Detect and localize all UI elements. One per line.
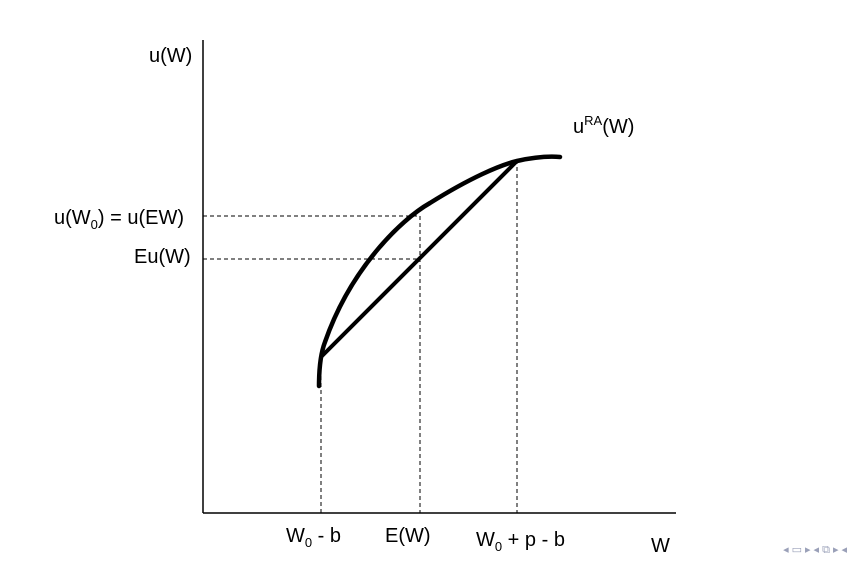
arrow-left-icon[interactable]: ◂ [841, 543, 847, 556]
slide-navigation: ◂ ▭ ▸ ◂ ⧉ ▸ ◂ [783, 543, 847, 557]
utility-curve [316, 154, 563, 389]
curve-label: uRA(W) [573, 113, 635, 138]
x-tick-high: W0 + p - b [476, 529, 565, 554]
arrow-left-icon[interactable]: ◂ [783, 543, 789, 556]
x-tick-mean: E(W) [385, 525, 431, 547]
arrow-right-icon[interactable]: ▸ [832, 543, 839, 556]
arrow-left-icon[interactable]: ◂ [813, 543, 820, 556]
y-tick-u-w0: u(W0) = u(EW) [54, 207, 185, 232]
frame-icon[interactable]: ▭ [791, 543, 803, 556]
y-axis-label: u(W) [149, 45, 193, 67]
chord-line [319, 159, 519, 359]
subsection-icon[interactable]: ⧉ [822, 543, 830, 556]
arrow-right-icon[interactable]: ▸ [805, 543, 811, 556]
x-tick-low: W0 - b [286, 525, 342, 550]
x-axis-label: W [651, 535, 670, 557]
y-tick-eu: Eu(W) [134, 246, 191, 268]
